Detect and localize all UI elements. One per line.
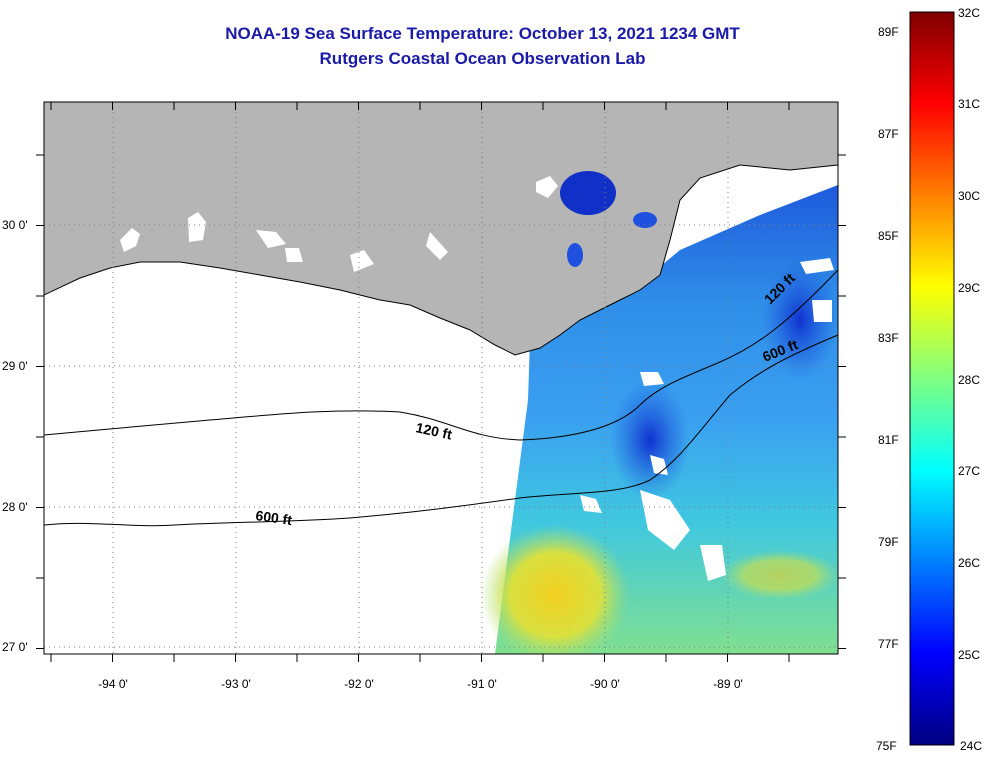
no-data-patch (800, 258, 834, 274)
no-data-patch (700, 545, 726, 581)
warm-water-patch-east (720, 550, 838, 600)
no-data-patch (580, 495, 602, 513)
fahrenheit-label: 81F (878, 433, 899, 447)
lon-label: -91 0' (467, 677, 497, 691)
lat-label: 28 0' (2, 500, 28, 514)
fahrenheit-label: 85F (878, 229, 899, 243)
contour-label-120ft: 120 ft (414, 419, 453, 442)
colorbar (909, 11, 955, 746)
fahrenheit-label: 77F (878, 637, 899, 651)
celsius-label: 28C (958, 373, 980, 387)
cold-nearshore-pool (567, 243, 583, 267)
no-data-patch (188, 212, 206, 242)
lon-label: -93 0' (221, 677, 251, 691)
celsius-label: 26C (958, 556, 980, 570)
lon-label: -94 0' (98, 677, 128, 691)
celsius-label: 25C (958, 648, 980, 662)
fahrenheit-label: 83F (878, 331, 899, 345)
cold-nearshore-pool (560, 171, 616, 215)
cold-nearshore-pool (633, 212, 657, 228)
lat-label: 30 0' (2, 218, 28, 232)
celsius-label: 24C (960, 739, 982, 753)
colorbar-celsius-labels: 32C 31C 30C 29C 28C 27C 26C 25C 24C (958, 6, 982, 753)
fahrenheit-label: 89F (878, 25, 899, 39)
no-data-patch (812, 300, 832, 322)
contour-label-600ft: 600 ft (255, 507, 294, 528)
land-mass (44, 102, 838, 356)
no-data-patch (120, 228, 140, 252)
celsius-label: 29C (958, 281, 980, 295)
no-data-patch (256, 230, 286, 248)
celsius-label: 32C (958, 6, 980, 20)
celsius-label: 27C (958, 464, 980, 478)
lon-label: -92 0' (344, 677, 374, 691)
celsius-label: 31C (958, 97, 980, 111)
map-frame (43, 101, 839, 655)
fahrenheit-label: 87F (878, 127, 899, 141)
no-data-patch (426, 232, 448, 260)
cool-water-patch (610, 380, 690, 500)
map-title: NOAA-19 Sea Surface Temperature: October… (225, 24, 740, 43)
colorbar-fahrenheit-labels: 89F 87F 85F 83F 81F 79F 77F 75F (876, 25, 899, 753)
lon-label: -90 0' (590, 677, 620, 691)
lat-lon-grid (44, 102, 838, 654)
no-data-patch (640, 490, 690, 550)
lon-label: -89 0' (713, 677, 743, 691)
bathymetry-contours (43, 269, 839, 527)
fahrenheit-label: 79F (878, 535, 899, 549)
fahrenheit-label: 75F (876, 739, 897, 753)
no-data-patch (350, 250, 374, 272)
lat-label: 29 0' (2, 359, 28, 373)
no-data-patch (640, 372, 664, 386)
contour-120ft (43, 269, 839, 441)
celsius-label: 30C (958, 189, 980, 203)
contour-600ft (43, 334, 839, 527)
map-subtitle: Rutgers Coastal Ocean Observation Lab (319, 49, 646, 68)
lat-label: 27 0' (2, 640, 28, 654)
warm-water-patch (480, 525, 630, 654)
no-data-patch (285, 248, 303, 262)
axis-ticks (36, 102, 846, 662)
no-data-patch (536, 176, 558, 198)
